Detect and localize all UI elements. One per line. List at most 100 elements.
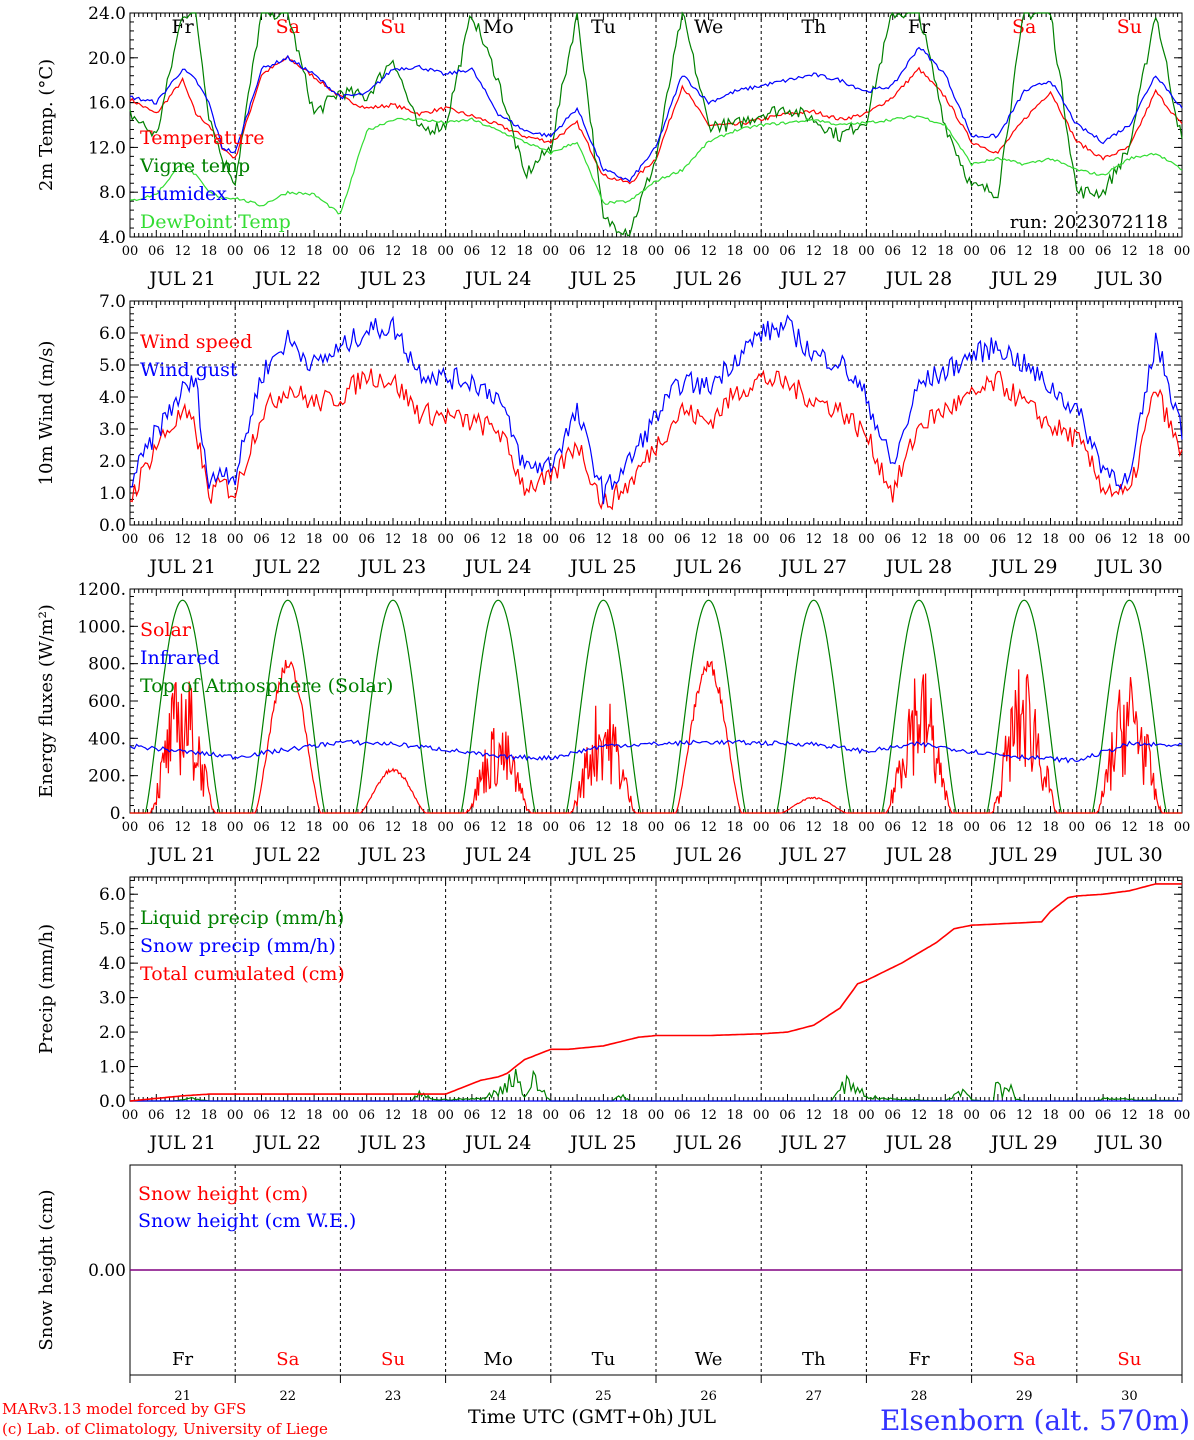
legend-entry: Infrared (140, 647, 220, 669)
hour-tick-label: 00 (543, 1108, 560, 1123)
date-label: JUL 30 (1094, 268, 1162, 290)
date-label: JUL 25 (568, 556, 636, 578)
date-label: JUL 25 (568, 268, 636, 290)
hour-tick-label: 12 (911, 820, 928, 835)
weekday-label: Th (802, 1349, 826, 1370)
day-number-label: 26 (700, 1389, 717, 1404)
date-label: JUL 28 (884, 268, 952, 290)
hour-tick-label: 00 (753, 820, 770, 835)
hour-tick-label: 18 (516, 532, 533, 547)
series-line (129, 11, 1183, 237)
date-label: JUL 29 (989, 844, 1057, 866)
hour-tick-label: 12 (490, 532, 507, 547)
hour-tick-label: 06 (569, 1108, 586, 1123)
snow-panel: 0.00 Snow height (cm) Snow height (cm) Snow… (36, 1164, 1183, 1404)
hour-tick-label: 00 (122, 244, 139, 259)
y-tick-label: 1.0 (99, 484, 126, 504)
y-axis-label: 10m Wind (m/s) (36, 341, 57, 486)
hour-tick-label: 12 (280, 244, 297, 259)
day-number-label: 30 (1121, 1389, 1138, 1404)
weekday-label: Th (801, 16, 826, 38)
weekday-label: Tu (592, 1349, 616, 1370)
hour-tick-label: 18 (1147, 1108, 1164, 1123)
hour-tick-label: 06 (1095, 244, 1112, 259)
hour-tick-label: 18 (1147, 820, 1164, 835)
weekday-label: Sa (1013, 1349, 1036, 1370)
hour-tick-label: 00 (1069, 1108, 1086, 1123)
y-tick-label: 4.0 (99, 388, 126, 408)
hour-tick-label: 12 (280, 820, 297, 835)
hour-tick-label: 06 (358, 244, 375, 259)
hour-tick-label: 18 (937, 244, 954, 259)
legend-entry: Snow height (cm) (138, 1183, 308, 1205)
hour-tick-label: 18 (727, 1108, 744, 1123)
hour-tick-label: 12 (1016, 244, 1033, 259)
hour-tick-label: 06 (674, 1108, 691, 1123)
hour-tick-label: 06 (779, 820, 796, 835)
hour-tick-label: 12 (806, 532, 823, 547)
y-tick-label: 0.0 (99, 516, 126, 536)
y-tick-label: 24.0 (88, 4, 126, 24)
y-tick-label: 600. (88, 692, 126, 712)
hour-tick-label: 12 (1016, 532, 1033, 547)
legend-entry: Snow height (cm W.E.) (138, 1210, 356, 1232)
hour-tick-label: 12 (1016, 1108, 1033, 1123)
hour-tick-label: 00 (648, 244, 665, 259)
date-label: JUL 28 (884, 556, 952, 578)
date-label: JUL 24 (463, 1132, 531, 1154)
hour-tick-label: 00 (437, 1108, 454, 1123)
hour-tick-label: 12 (1121, 820, 1138, 835)
hour-tick-label: 06 (464, 244, 481, 259)
y-tick-label: 800. (88, 655, 126, 675)
hour-tick-label: 00 (332, 244, 349, 259)
date-label: JUL 22 (253, 1132, 321, 1154)
day-number-label: 28 (911, 1389, 928, 1404)
date-label: JUL 28 (884, 844, 952, 866)
date-label: JUL 26 (673, 844, 741, 866)
series-line (129, 368, 1183, 511)
hour-tick-label: 06 (884, 820, 901, 835)
date-label: JUL 25 (568, 1132, 636, 1154)
weekday-label: Mo (483, 16, 514, 38)
weekday-label: We (694, 16, 723, 38)
date-label: JUL 22 (253, 268, 321, 290)
hour-tick-label: 06 (569, 244, 586, 259)
hour-tick-label: 06 (1095, 532, 1112, 547)
hour-tick-label: 18 (1147, 244, 1164, 259)
legend-entry: Humidex (140, 183, 227, 205)
hour-tick-label: 18 (1042, 244, 1059, 259)
y-tick-label: 3.0 (99, 989, 126, 1009)
series-line (129, 883, 1182, 1102)
date-label: JUL 27 (779, 1132, 847, 1154)
hour-tick-label: 06 (464, 820, 481, 835)
date-label: JUL 26 (673, 556, 741, 578)
hour-tick-label: 00 (648, 1108, 665, 1123)
hour-tick-label: 18 (306, 1108, 323, 1123)
legend-entry: Temperature (140, 127, 264, 149)
hour-tick-label: 18 (832, 244, 849, 259)
date-label: JUL 23 (358, 556, 426, 578)
hour-tick-label: 00 (1069, 820, 1086, 835)
hour-tick-label: 00 (1069, 244, 1086, 259)
series-line (130, 659, 1182, 814)
hour-tick-label: 06 (464, 532, 481, 547)
hour-tick-label: 00 (332, 820, 349, 835)
y-axis-label: Precip (mm/h) (36, 924, 57, 1054)
date-label: JUL 26 (673, 268, 741, 290)
date-label: JUL 23 (358, 268, 426, 290)
hour-tick-label: 12 (174, 820, 191, 835)
day-number-label: 22 (280, 1389, 297, 1404)
date-label: JUL 24 (463, 556, 531, 578)
model-credit: MARv3.13 model forced by GFS (2, 1400, 246, 1418)
hour-tick-label: 18 (411, 532, 428, 547)
lab-credit: (c) Lab. of Climatology, University of L… (2, 1420, 328, 1438)
hour-tick-label: 12 (1016, 820, 1033, 835)
hour-tick-label: 18 (832, 1108, 849, 1123)
hour-tick-label: 12 (280, 532, 297, 547)
day-number-label: 25 (595, 1389, 612, 1404)
hour-tick-label: 18 (306, 244, 323, 259)
hour-tick-label: 12 (595, 244, 612, 259)
hour-tick-label: 00 (227, 820, 244, 835)
hour-tick-label: 12 (385, 244, 402, 259)
